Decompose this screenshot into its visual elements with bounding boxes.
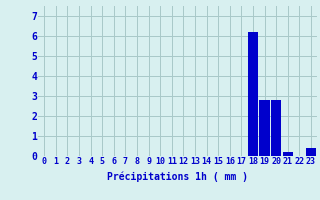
Bar	[283, 152, 293, 156]
Bar	[248, 32, 258, 156]
Bar	[271, 100, 281, 156]
Bar	[260, 100, 270, 156]
Bar	[306, 148, 316, 156]
X-axis label: Précipitations 1h ( mm ): Précipitations 1h ( mm )	[107, 172, 248, 182]
